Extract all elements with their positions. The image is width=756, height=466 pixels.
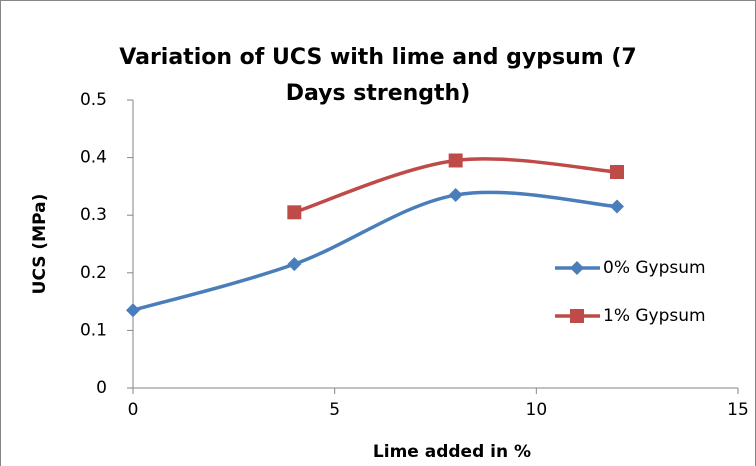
data-point: [610, 199, 624, 214]
x-tick-label: 15: [727, 400, 749, 420]
data-point: [448, 153, 463, 168]
y-tick-label: 0.5: [80, 90, 107, 110]
y-axis-title: UCS (MPa): [30, 194, 50, 295]
data-point: [610, 165, 624, 179]
y-tick-label: 0.4: [80, 148, 107, 168]
x-tick-label: 0: [128, 400, 139, 420]
y-tick-label: 0.1: [80, 320, 107, 340]
x-axis-title: Lime added in %: [373, 442, 531, 462]
legend-marker: [570, 261, 584, 275]
data-point: [287, 257, 302, 272]
y-tick-label: 0: [96, 378, 107, 398]
x-tick-label: 5: [329, 400, 340, 420]
chart-title: Variation of UCS with lime and gypsum (7…: [119, 45, 637, 106]
y-tick-label: 0.2: [80, 263, 107, 283]
y-tick-label: 0.3: [80, 205, 107, 225]
legend-marker: [570, 309, 584, 323]
data-point: [287, 205, 302, 220]
series-line: [132, 190, 618, 312]
data-point: [126, 303, 140, 318]
data-point: [448, 188, 463, 203]
x-tick-label: 10: [526, 400, 548, 420]
legend-label: 1% Gypsum: [603, 306, 706, 326]
legend-label: 0% Gypsum: [603, 258, 706, 278]
